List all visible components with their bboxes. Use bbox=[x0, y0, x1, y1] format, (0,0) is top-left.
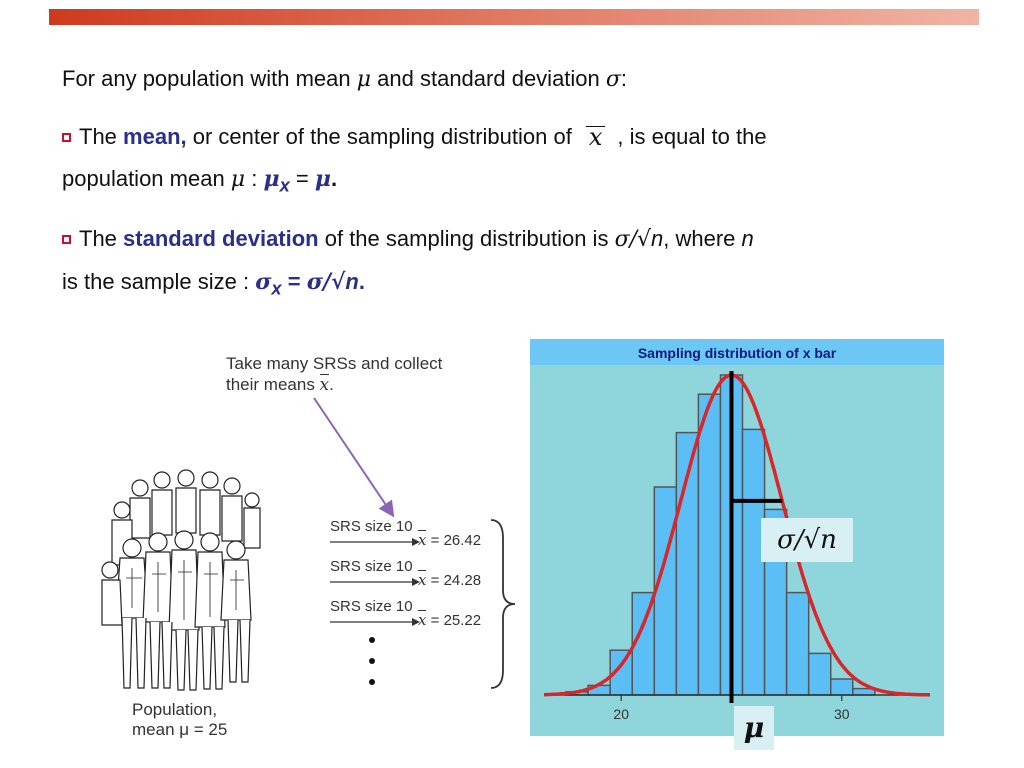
mean-text-c: , is equal to the bbox=[617, 124, 767, 149]
right-brace-icon bbox=[490, 519, 516, 689]
sd-text-a: The bbox=[79, 226, 124, 251]
srs-mean-value: = 24.28 bbox=[426, 572, 482, 589]
caption-line2: their means bbox=[226, 375, 320, 394]
mean-line2-text: population mean bbox=[62, 166, 231, 191]
xbar-symbol: x bbox=[418, 530, 427, 549]
sigma-over-root-n-label: σ/√n bbox=[761, 518, 853, 562]
histogram-bar bbox=[697, 393, 722, 696]
sd-highlight: standard deviation bbox=[123, 226, 319, 251]
srs-caption: Take many SRSs and collect their means x… bbox=[226, 353, 442, 395]
sigma-symbol: σ bbox=[605, 67, 621, 92]
xbar-symbol: x bbox=[585, 125, 606, 149]
srs-sample-row: SRS size 10 x = 25.22 bbox=[330, 598, 490, 636]
srs-sample-row: SRS size 10 x = 24.28 bbox=[330, 558, 490, 596]
xbar-symbol: x bbox=[418, 570, 427, 589]
bullet-sd: The standard deviation of the sampling d… bbox=[62, 218, 754, 309]
arrow-right-icon bbox=[330, 618, 420, 626]
intro-text-b: and standard deviation bbox=[371, 66, 606, 91]
intro-line: For any population with mean μ and stand… bbox=[62, 58, 627, 101]
formula-end: . bbox=[358, 269, 365, 294]
srs-mean: x = 24.28 bbox=[418, 570, 482, 589]
mu-symbol: μ bbox=[356, 67, 372, 92]
histogram-bar bbox=[741, 428, 766, 696]
population-crowd-image bbox=[101, 469, 261, 691]
bullet-mean: The mean, or center of the sampling dist… bbox=[62, 116, 767, 206]
srs-mean: x = 25.22 bbox=[418, 610, 482, 629]
formula-sub: x bbox=[279, 174, 290, 196]
formula-mu2: μ bbox=[314, 166, 331, 192]
formula-sub: x bbox=[271, 277, 282, 299]
histogram-bar bbox=[829, 678, 854, 696]
sd-text-c: , where bbox=[663, 226, 742, 251]
chart-title: Sampling distribution of x bar bbox=[637, 345, 837, 361]
formula-eq: = bbox=[281, 269, 307, 294]
formula-frac: σ/√ bbox=[306, 269, 346, 295]
formula-sigma: σ bbox=[255, 269, 272, 295]
mean-highlight: mean, bbox=[123, 124, 187, 149]
chart-title-band bbox=[530, 339, 944, 365]
mean-text-b: or center of the sampling distribution o… bbox=[186, 124, 572, 149]
intro-text-a: For any population with mean bbox=[62, 66, 357, 91]
srs-sample-row: SRS size 10 x = 26.42 bbox=[330, 518, 490, 556]
sd-text-b: of the sampling distribution is bbox=[318, 226, 615, 251]
normal-curve bbox=[543, 373, 930, 697]
sampling-distribution-chart: Sampling distribution of x bar 20 30 bbox=[530, 339, 944, 736]
bullet-square-icon bbox=[62, 133, 71, 142]
mu-symbol: μ bbox=[230, 167, 246, 192]
intro-text-c: : bbox=[620, 66, 628, 91]
srs-label: SRS size 10 bbox=[330, 558, 413, 575]
histogram-svg: 20 30 bbox=[543, 371, 930, 722]
formula-eq: = bbox=[289, 166, 315, 191]
population-line2: mean μ = 25 bbox=[132, 720, 228, 739]
srs-mean-value: = 26.42 bbox=[426, 532, 482, 549]
x-tick-label: 30 bbox=[834, 706, 850, 722]
mean-colon: : bbox=[245, 166, 264, 191]
formula-mu: μ bbox=[263, 166, 280, 192]
srs-pointer-arrow bbox=[313, 397, 395, 518]
caption-end: . bbox=[329, 375, 334, 394]
xbar-symbol: x bbox=[418, 610, 427, 629]
sigma-frac: σ/√ bbox=[614, 227, 652, 252]
population-line1: Population, bbox=[132, 700, 218, 719]
sd-line2-text: is the sample size : bbox=[62, 269, 256, 294]
x-tick-label: 20 bbox=[613, 706, 629, 722]
population-label: Population, mean μ = 25 bbox=[132, 700, 227, 740]
mu-label: μ bbox=[734, 706, 774, 750]
formula-end: . bbox=[330, 166, 338, 191]
srs-mean-value: = 25.22 bbox=[426, 612, 482, 629]
ellipsis-dots-icon bbox=[369, 637, 375, 685]
srs-label: SRS size 10 bbox=[330, 598, 413, 615]
n-symbol-2: n bbox=[741, 226, 754, 251]
histogram-bar bbox=[807, 652, 832, 696]
arrow-right-icon bbox=[330, 578, 420, 586]
caption-xbar: x bbox=[319, 374, 330, 395]
histogram-bar bbox=[653, 486, 678, 696]
header-bar bbox=[49, 9, 979, 25]
n-symbol: n bbox=[651, 226, 664, 251]
caption-line1: Take many SRSs and collect bbox=[226, 354, 443, 373]
bullet-square-icon bbox=[62, 235, 71, 244]
mean-text-a: The bbox=[79, 124, 124, 149]
arrow-right-icon bbox=[330, 538, 420, 546]
formula-n: n bbox=[345, 269, 359, 294]
srs-mean: x = 26.42 bbox=[418, 530, 482, 549]
histogram-bar bbox=[785, 591, 810, 696]
srs-label: SRS size 10 bbox=[330, 518, 413, 535]
